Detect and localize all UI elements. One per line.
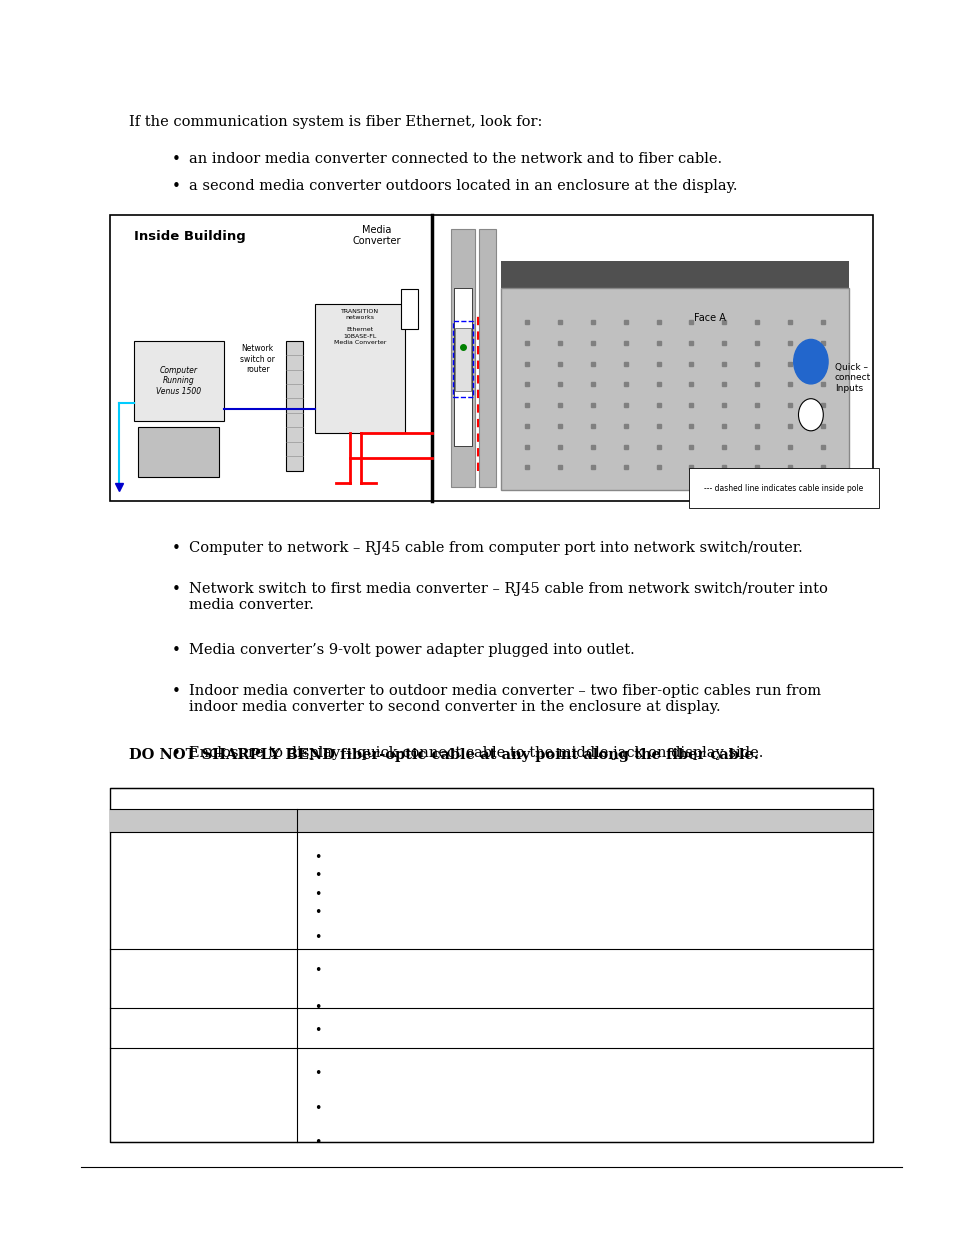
Text: TRANSITION
networks

Ethernet
10BASE-FL
Media Converter: TRANSITION networks Ethernet 10BASE-FL M… (334, 309, 386, 345)
Text: an indoor media converter connected to the network and to fiber cable.: an indoor media converter connected to t… (189, 152, 721, 165)
Bar (138, 427, 219, 477)
Bar (454, 288, 472, 446)
Text: •: • (314, 1136, 321, 1149)
Text: DO NOT SHARPLY BEND fiber-optic cable at any point along the fiber cable.: DO NOT SHARPLY BEND fiber-optic cable at… (129, 748, 758, 762)
Bar (500, 261, 848, 288)
Text: •: • (314, 1024, 321, 1036)
Bar (110, 809, 872, 832)
Text: •: • (314, 851, 321, 863)
Text: Media
Converter: Media Converter (353, 225, 400, 246)
Text: Network switch to first media converter – RJ45 cable from network switch/router : Network switch to first media converter … (189, 582, 827, 611)
Bar (110, 215, 872, 501)
Text: If the communication system is fiber Ethernet, look for:: If the communication system is fiber Eth… (129, 115, 541, 128)
Text: •: • (172, 582, 180, 597)
Text: •: • (314, 1102, 321, 1114)
Text: •: • (172, 541, 180, 556)
Text: •: • (314, 869, 321, 882)
Text: •: • (314, 1002, 321, 1014)
Text: •: • (172, 643, 180, 658)
Text: •: • (172, 152, 180, 167)
Text: •: • (314, 888, 321, 900)
Text: Enclosure to display – quick-connect cable to the middle jack on display side.: Enclosure to display – quick-connect cab… (189, 746, 762, 760)
Text: Quick –
connect
Inputs: Quick – connect Inputs (834, 363, 870, 393)
Bar (314, 304, 405, 433)
Bar (455, 327, 471, 390)
Text: •: • (172, 684, 180, 699)
Text: •: • (172, 179, 180, 194)
Text: •: • (314, 1067, 321, 1079)
Text: •: • (314, 931, 321, 944)
Circle shape (793, 340, 827, 384)
Bar (500, 288, 848, 490)
Text: Computer to network – RJ45 cable from computer port into network switch/router.: Computer to network – RJ45 cable from co… (189, 541, 801, 555)
Text: Indoor media converter to outdoor media converter – two fiber-optic cables run f: Indoor media converter to outdoor media … (189, 684, 821, 714)
Text: a second media converter outdoors located in an enclosure at the display.: a second media converter outdoors locate… (189, 179, 737, 193)
Text: •: • (172, 746, 180, 761)
Bar (400, 289, 417, 329)
Text: Media converter’s 9-volt power adapter plugged into outlet.: Media converter’s 9-volt power adapter p… (189, 643, 634, 657)
Text: Computer
Running
Venus 1500: Computer Running Venus 1500 (156, 366, 201, 396)
Text: •: • (314, 965, 321, 977)
Text: --- dashed line indicates cable inside pole: --- dashed line indicates cable inside p… (703, 484, 862, 493)
Text: Network
switch or
router: Network switch or router (240, 345, 274, 374)
Circle shape (798, 399, 822, 431)
Bar (286, 341, 303, 471)
Bar (133, 341, 224, 421)
Bar (453, 321, 473, 396)
Bar (479, 230, 496, 487)
Bar (110, 788, 872, 1142)
Text: Inside Building: Inside Building (133, 230, 245, 243)
Bar (451, 230, 475, 487)
Text: Face A: Face A (693, 312, 725, 324)
Text: •: • (314, 906, 321, 919)
